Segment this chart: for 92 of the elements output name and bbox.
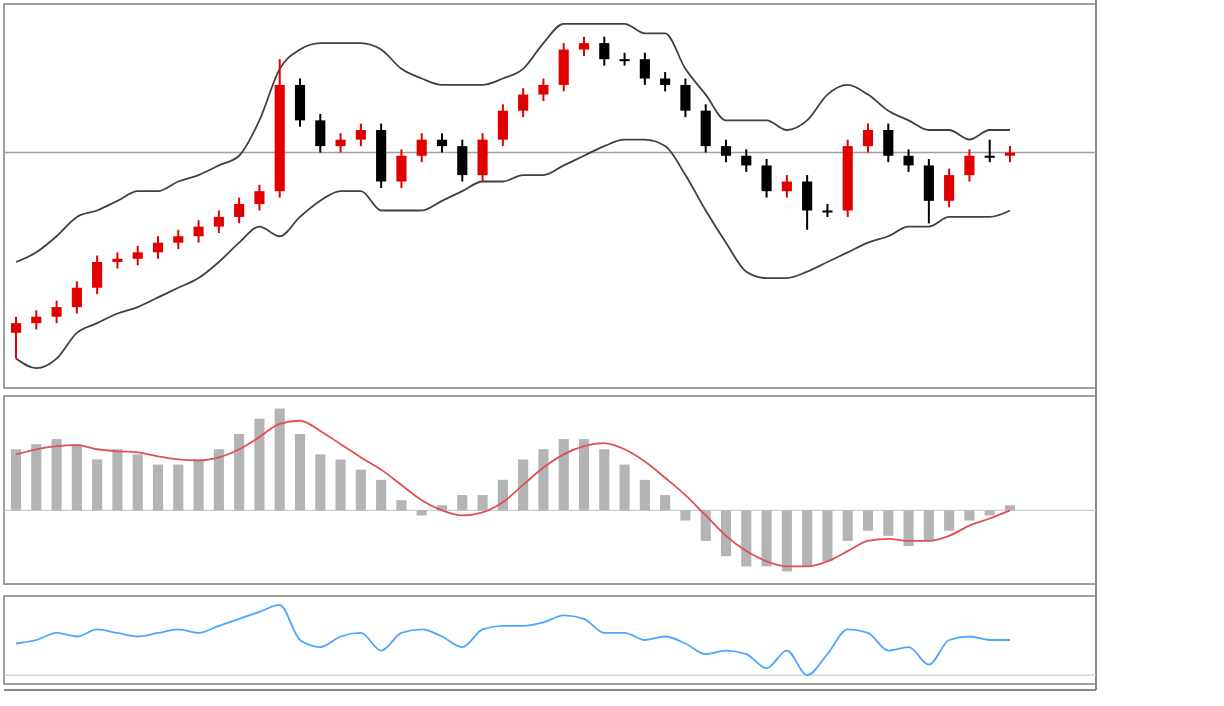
bar: [173, 464, 184, 511]
bar: [518, 459, 529, 511]
candlestick: [518, 87, 529, 119]
bar: [558, 439, 569, 511]
bar: [802, 510, 813, 567]
bar: [720, 510, 732, 557]
bar: [10, 449, 22, 511]
bar: [822, 510, 833, 562]
bar: [538, 449, 549, 511]
candlestick: [680, 77, 691, 119]
bar: [92, 459, 103, 511]
candlestick: [173, 228, 184, 251]
candlestick: [599, 35, 610, 67]
bar: [883, 510, 894, 536]
bar: [234, 433, 245, 511]
bar: [274, 408, 285, 511]
bar: [294, 433, 306, 511]
bar: [680, 510, 691, 521]
candlestick: [132, 244, 143, 267]
candlestick: [152, 235, 164, 260]
candlestick: [984, 138, 995, 164]
candlestick: [51, 299, 62, 325]
candlestick: [964, 148, 975, 183]
bar: [842, 510, 853, 541]
bar: [152, 464, 164, 511]
candlestick: [71, 280, 82, 315]
candlestick: [457, 138, 468, 183]
bar: [132, 454, 143, 511]
bar: [457, 495, 468, 511]
candlestick: [923, 157, 934, 225]
candlestick: [396, 148, 407, 189]
bar: [984, 510, 995, 516]
candlestick: [193, 219, 204, 244]
bar: [254, 418, 265, 511]
candlestick: [355, 122, 366, 148]
candlestick: [92, 254, 103, 296]
candlestick: [315, 112, 326, 154]
bar: [639, 479, 650, 511]
bar: [660, 495, 671, 511]
bar: [781, 510, 792, 572]
candlestick: [31, 309, 42, 331]
candlestick: [254, 183, 265, 212]
candlestick: [10, 315, 22, 360]
candlestick: [720, 138, 732, 164]
bar: [112, 449, 123, 511]
candlestick: [578, 35, 590, 57]
candlestick: [558, 42, 569, 93]
bar: [71, 444, 82, 511]
candlestick: [213, 209, 224, 235]
bar: [700, 510, 711, 541]
bar: [964, 510, 975, 521]
candlestick: [234, 196, 245, 225]
bar: [416, 510, 427, 516]
bar: [315, 454, 326, 511]
candlestick: [903, 148, 914, 173]
bar: [335, 459, 346, 511]
candlestick: [416, 132, 427, 164]
bar: [355, 469, 366, 511]
bar: [619, 464, 630, 511]
bar: [396, 500, 407, 511]
candlestick: [639, 51, 650, 86]
bar: [193, 459, 204, 511]
candlestick: [761, 157, 772, 199]
candlestick: [781, 174, 792, 199]
candlestick: [335, 132, 346, 154]
candlestick: [436, 132, 448, 154]
bar: [944, 510, 955, 531]
candlestick: [294, 77, 306, 128]
bar: [923, 510, 934, 541]
bar: [1004, 505, 1016, 511]
bar: [376, 479, 387, 511]
candlestick: [944, 167, 955, 209]
bar: [903, 510, 914, 547]
bar: [599, 449, 610, 511]
bar: [741, 510, 752, 567]
bar: [497, 479, 508, 511]
bar: [213, 449, 224, 511]
bar: [31, 444, 42, 511]
bar: [862, 510, 874, 531]
candlestick: [862, 122, 874, 154]
candlestick: [741, 148, 752, 173]
bar: [761, 510, 772, 567]
bar: [578, 439, 590, 511]
candlestick: [883, 122, 894, 164]
candlestick: [538, 77, 549, 103]
candlestick: [802, 174, 813, 231]
candlestick: [660, 71, 671, 93]
bar: [51, 439, 62, 511]
candlestick: [700, 103, 711, 154]
candlestick: [497, 103, 508, 148]
bar: [477, 495, 488, 511]
candlestick: [477, 132, 488, 183]
